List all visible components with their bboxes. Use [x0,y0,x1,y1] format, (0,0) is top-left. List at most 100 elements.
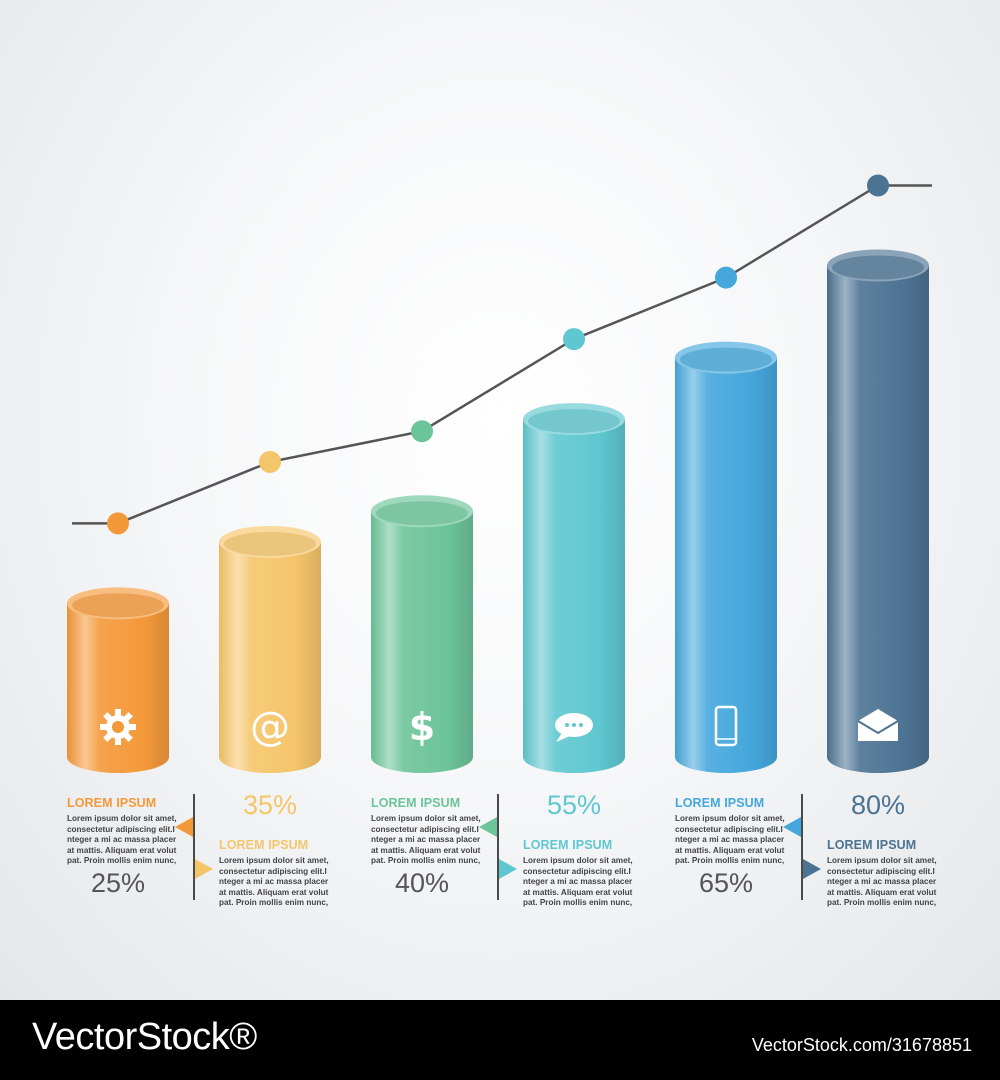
panel-body-line: Lorem ipsum dolor sit amet, [67,814,177,823]
bar-top-inner [680,347,772,372]
panel-body-line: pat. Proin mollis enim nunc, [523,898,633,908]
bar-6 [827,249,929,773]
panel-divider [193,794,195,900]
panel-body: Lorem ipsum dolor sit amet, consectetur a… [827,856,957,909]
flag-marker-left [783,817,801,837]
panel-body-line: consectetur adipiscing elit.I [67,824,175,834]
panel-body-line: consectetur adipiscing elit.I [219,866,327,876]
trend-point-1 [107,512,129,535]
bar-body [523,419,625,773]
panel-body-line: nteger a mi ac massa placer [523,877,633,887]
panel-6: LOREM IPSUM Lorem ipsum dolor sit amet, co… [827,838,957,909]
panel-heading: LOREM IPSUM [219,838,309,852]
image-id-text: VectorStock.com/31678851 [751,1035,972,1055]
panel-body-line: Lorem ipsum dolor sit amet, [827,856,937,865]
flag-marker-right [499,859,517,879]
panel-body-line: at mattis. Aliquam erat volut [67,845,177,855]
panel-body: Lorem ipsum dolor sit amet, consectetur a… [371,814,501,867]
panel-body-line: pat. Proin mollis enim nunc, [219,898,329,908]
panel-body-line: pat. Proin mollis enim nunc, [827,898,937,908]
trend-line [72,184,932,525]
mail-icon [857,709,899,741]
phone-icon [714,705,738,747]
bar-top-inner [528,409,620,434]
bar-1 [67,587,169,773]
panel-heading: LOREM IPSUM [827,838,917,852]
panel-body-line: nteger a mi ac massa placer [219,877,329,887]
panel-body-line: pat. Proin mollis enim nunc, [675,856,785,866]
bar-chart: @ $ [67,174,932,773]
dollar-icon: $ [409,705,435,749]
flag-marker-left [479,817,497,837]
panel-body-line: pat. Proin mollis enim nunc, [67,856,177,866]
panel-2: LOREM IPSUM Lorem ipsum dolor sit amet, co… [219,838,349,909]
panel-body-line: nteger a mi ac massa placer [371,835,481,845]
percent-label-3: 40% [394,868,450,898]
gear-icon [100,709,136,745]
panel-4: LOREM IPSUM Lorem ipsum dolor sit amet, co… [523,838,653,909]
panel-5: LOREM IPSUM Lorem ipsum dolor sit amet, co… [675,796,805,867]
panel-3: LOREM IPSUM Lorem ipsum dolor sit amet, co… [371,796,501,867]
at-icon: @ [250,704,290,750]
panel-body-line: at mattis. Aliquam erat volut [675,845,785,855]
panel-body-line: nteger a mi ac massa placer [827,877,937,887]
percent-label-2: 35% [242,790,298,820]
watermark-footer: VectorStock® VectorStock.com/31678851 [0,1000,1000,1080]
bar-top-inner [376,501,468,526]
bar-body [67,603,169,773]
panel-body-line: at mattis. Aliquam erat volut [371,845,481,855]
panel-body-line: consectetur adipiscing elit.I [371,824,479,834]
svg-text:$: $ [409,705,435,749]
vectorstock-logo: VectorStock® [32,1016,257,1058]
panel-divider [801,794,803,900]
trend-point-3 [411,420,433,443]
panel-body: Lorem ipsum dolor sit amet, consectetur a… [219,856,349,909]
percent-label-6: 80% [850,790,906,820]
panel-body-line: at mattis. Aliquam erat volut [827,887,937,897]
bar-top-inner [832,255,924,280]
panel-body-line: at mattis. Aliquam erat volut [523,887,633,897]
panel-body-line: nteger a mi ac massa placer [67,835,177,845]
panel-body-line: Lorem ipsum dolor sit amet, [523,856,633,865]
flag-marker-right [803,859,821,879]
bar-body [371,511,473,773]
panel-heading: LOREM IPSUM [67,796,157,810]
bar-5 [675,341,777,773]
svg-text:@: @ [250,704,290,750]
bar-body [219,541,321,773]
panel-body: Lorem ipsum dolor sit amet, consectetur a… [523,856,653,909]
bar-body [675,357,777,773]
panel-divider [497,794,499,900]
panel-heading: LOREM IPSUM [523,838,613,852]
panel-body: Lorem ipsum dolor sit amet, consectetur a… [675,814,805,867]
trend-point-5 [715,266,737,289]
panel-body-line: consectetur adipiscing elit.I [675,824,783,834]
trend-point-2 [259,450,281,473]
flag-marker-left [175,817,193,837]
trend-point-4 [563,328,585,351]
panel-body-line: nteger a mi ac massa placer [675,835,785,845]
bar-2: @ [219,525,321,773]
chat-icon [555,713,593,742]
percent-label-1: 25% [90,868,146,898]
bar-3: $ [371,495,473,773]
flag-marker-right [195,859,213,879]
panel-body-line: Lorem ipsum dolor sit amet, [371,814,481,823]
percent-label-4: 55% [546,790,602,820]
panel-body-line: pat. Proin mollis enim nunc, [371,856,481,866]
panel-heading: LOREM IPSUM [371,796,461,810]
panel-body-line: at mattis. Aliquam erat volut [219,887,329,897]
panel-body-line: Lorem ipsum dolor sit amet, [675,814,785,823]
bar-top-inner [224,531,316,556]
bar-4 [523,403,625,773]
panel-heading: LOREM IPSUM [675,796,765,810]
panel-body-line: consectetur adipiscing elit.I [523,866,631,876]
percent-label-5: 65% [698,868,754,898]
bar-top-inner [72,593,164,618]
panel-body-line: consectetur adipiscing elit.I [827,866,935,876]
panel-body: Lorem ipsum dolor sit amet, consectetur a… [67,814,197,867]
infographic-stage: @ $ LOREM IPSUM Lorem ipsum dolor sit amet… [0,0,1000,1000]
bar-body [827,265,929,773]
panel-1: LOREM IPSUM Lorem ipsum dolor sit amet, co… [67,796,197,867]
trend-point-6 [867,174,889,197]
